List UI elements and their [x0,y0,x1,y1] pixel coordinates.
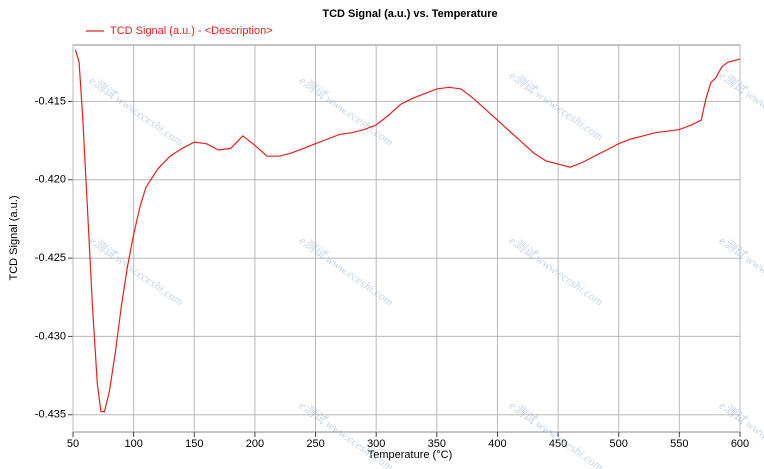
x-tick-label: 150 [185,438,203,450]
data-line [74,49,741,413]
y-tick-label: -0.425 [35,252,66,264]
legend-label: TCD Signal (a.u.) - <Description> [110,25,273,37]
x-tick-label: 400 [488,438,506,450]
y-tick-label: -0.430 [35,330,66,342]
x-tick-label: 250 [306,438,324,450]
y-tick-label: -0.420 [35,174,66,186]
x-tick-label: 450 [549,438,567,450]
x-tick-label: 600 [731,438,749,450]
x-tick-label: 500 [610,438,628,450]
x-tick-label: 350 [428,438,446,450]
x-tick-label: 50 [67,438,79,450]
y-tick-label: -0.415 [35,95,66,107]
chart-title: TCD Signal (a.u.) vs. Temperature [322,8,497,20]
x-tick-label: 100 [124,438,142,450]
x-axis-label: Temperature (°C) [368,449,452,461]
x-tick-label: 200 [246,438,264,450]
y-axis-label: TCD Signal (a.u.) [8,196,20,281]
x-tick-label: 300 [367,438,385,450]
y-tick-label: -0.435 [35,409,66,421]
plot-area [72,44,741,433]
x-tick-label: 550 [670,438,688,450]
